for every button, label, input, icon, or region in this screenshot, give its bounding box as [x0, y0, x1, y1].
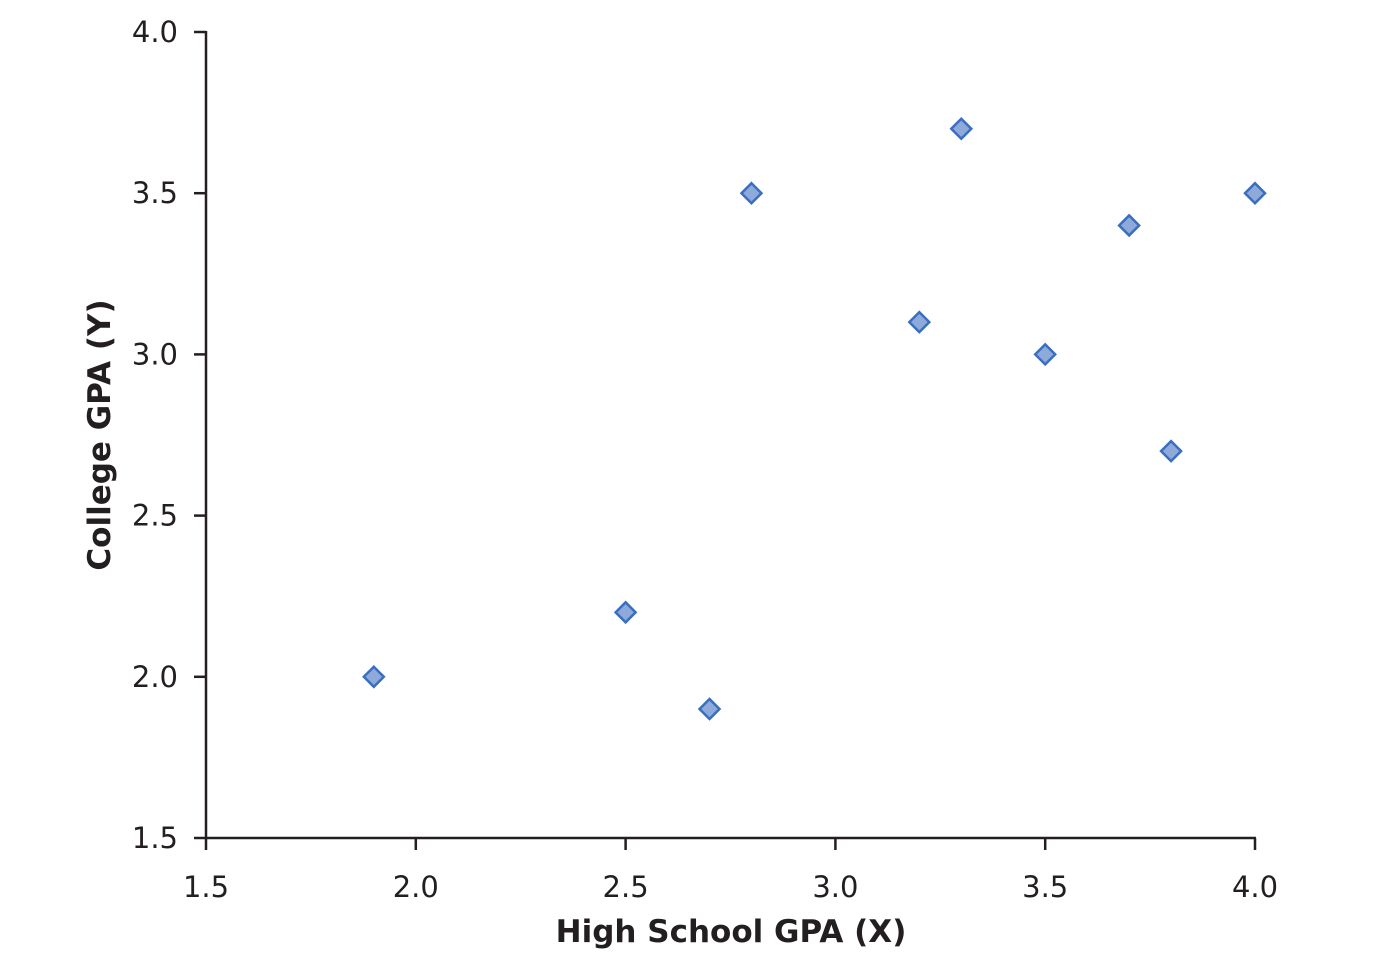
data-point: [1033, 342, 1057, 367]
data-point: [362, 665, 386, 689]
data-point: [697, 697, 722, 721]
x-tick-label: 1.5: [183, 870, 229, 904]
data-point: [1159, 439, 1183, 463]
y-tick-label: 3.0: [132, 337, 178, 371]
x-tick-label: 4.0: [1232, 870, 1278, 904]
x-tick-label: 2.5: [603, 870, 649, 904]
y-tick-label: 2.0: [132, 660, 178, 694]
data-point: [1243, 181, 1267, 205]
data-point: [949, 116, 974, 141]
x-tick-label: 2.0: [393, 870, 439, 904]
y-tick-label: 3.5: [132, 176, 178, 210]
data-point: [907, 310, 932, 334]
x-axis-title: High School GPA (X): [556, 914, 907, 950]
y-tick-label: 2.5: [132, 499, 178, 533]
data-point: [1117, 213, 1141, 238]
data-point: [613, 600, 638, 625]
y-tick-label: 1.5: [132, 821, 178, 855]
y-axis-title: College GPA (Y): [82, 299, 118, 570]
x-tick-label: 3.0: [812, 870, 858, 904]
x-tick-label: 3.5: [1022, 870, 1068, 904]
y-tick-label: 4.0: [132, 15, 178, 49]
data-point: [739, 181, 764, 205]
